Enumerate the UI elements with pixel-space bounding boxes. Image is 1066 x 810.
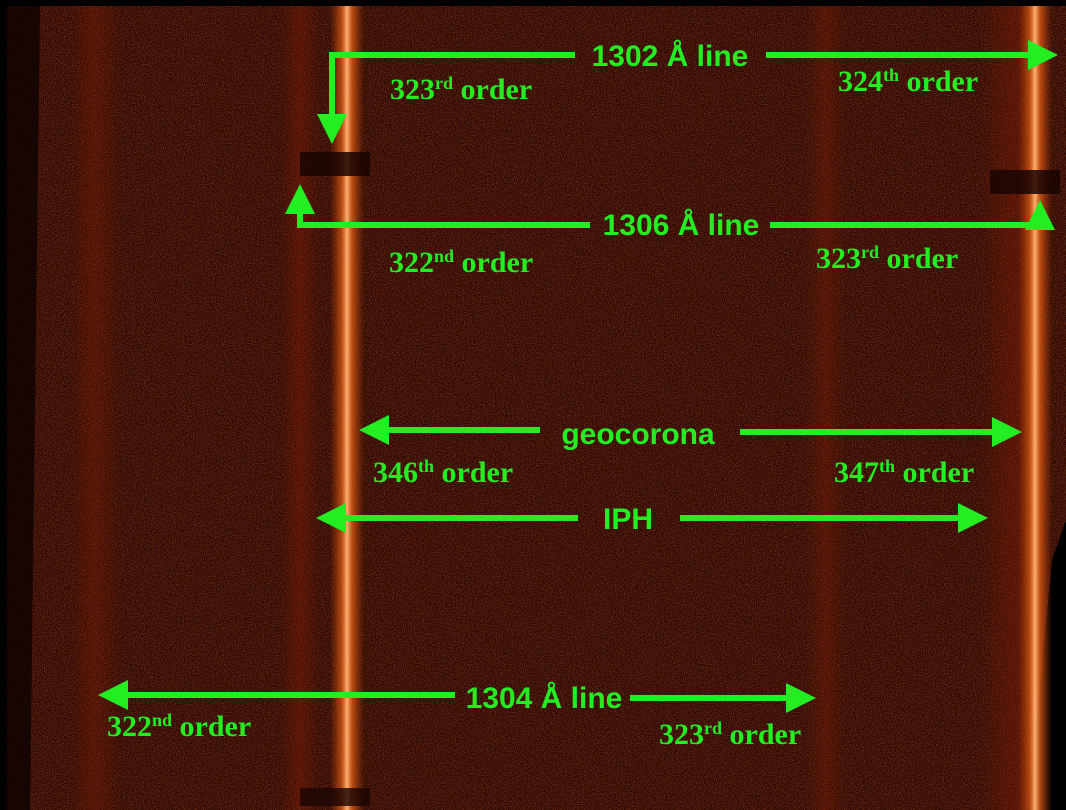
- order-sup: rd: [861, 242, 879, 262]
- order-word: order: [453, 73, 532, 106]
- left-dark-edge: [7, 6, 40, 810]
- band-gap-right: [990, 170, 1060, 194]
- band-gap-left: [300, 152, 370, 176]
- order-num: 324: [838, 65, 883, 98]
- order-word: order: [722, 718, 801, 751]
- arrow-geocorona: [359, 415, 1022, 447]
- title-1302: 1302 Å line: [592, 40, 749, 73]
- order-num: 323: [816, 242, 861, 275]
- order-num: 346: [373, 456, 418, 489]
- order-label-1304-left: 322nd order: [107, 710, 251, 743]
- title-geocorona: geocorona: [561, 418, 715, 451]
- order-word: order: [879, 242, 958, 275]
- haze-band-1: [70, 6, 120, 810]
- arrow-1302: [317, 40, 1058, 144]
- order-label-geocorona-left: 346th order: [373, 456, 513, 489]
- order-num: 323: [659, 718, 704, 751]
- order-sup: th: [879, 456, 895, 476]
- title-1306: 1306 Å line: [603, 209, 760, 242]
- order-word: order: [899, 65, 978, 98]
- order-sup: rd: [704, 718, 722, 738]
- order-num: 322: [389, 246, 434, 279]
- arrow-1306: [285, 184, 1055, 230]
- bright-band-left: [330, 6, 364, 810]
- haze-band-2: [280, 6, 320, 810]
- detector-noise: [7, 6, 1066, 810]
- order-label-1306-left: 322nd order: [389, 246, 533, 279]
- order-sup: nd: [152, 710, 172, 730]
- order-num: 322: [107, 710, 152, 743]
- title-iph: IPH: [603, 503, 653, 536]
- haze-band-3: [805, 6, 845, 810]
- order-num: 347: [834, 456, 879, 489]
- arrow-1304: [98, 680, 816, 713]
- title-1304: 1304 Å line: [466, 682, 623, 715]
- order-sup: th: [883, 65, 899, 85]
- order-label-1302-left: 323rd order: [390, 73, 532, 106]
- order-num: 323: [390, 73, 435, 106]
- order-label-1302-right: 324th order: [838, 65, 978, 98]
- bright-band-right: [1018, 6, 1052, 810]
- order-sup: th: [418, 456, 434, 476]
- order-word: order: [434, 456, 513, 489]
- order-label-1306-right: 323rd order: [816, 242, 958, 275]
- band-gap-bottom: [300, 788, 370, 806]
- order-word: order: [895, 456, 974, 489]
- order-label-geocorona-right: 347th order: [834, 456, 974, 489]
- order-word: order: [454, 246, 533, 279]
- order-label-1304-right: 323rd order: [659, 718, 801, 751]
- order-word: order: [172, 710, 251, 743]
- order-sup: rd: [435, 73, 453, 93]
- order-sup: nd: [434, 246, 454, 266]
